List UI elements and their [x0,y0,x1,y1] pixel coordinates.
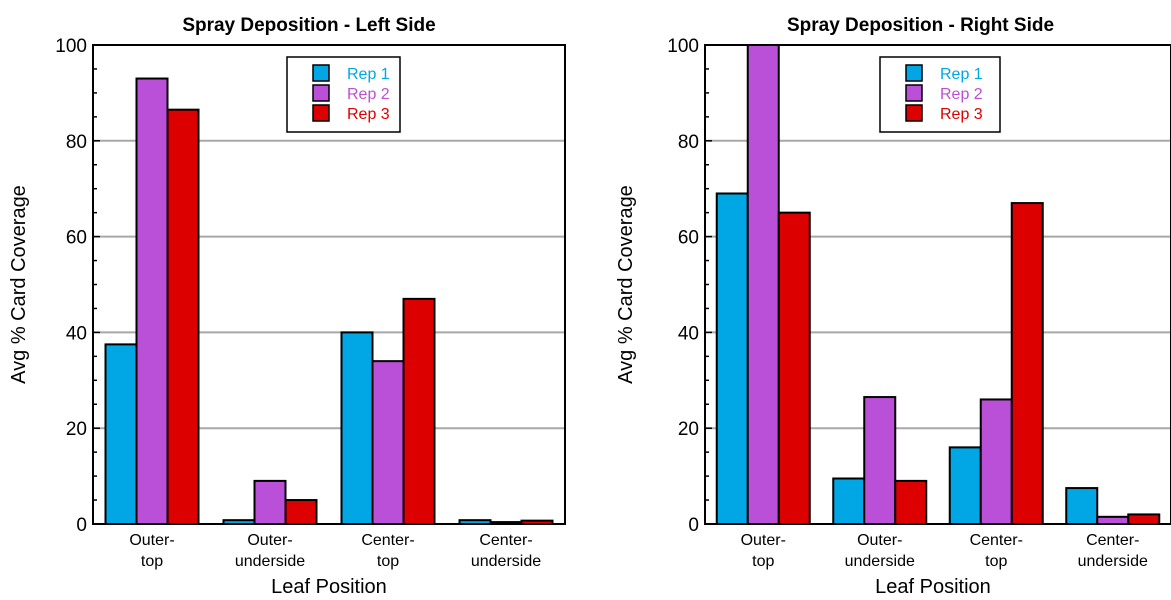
right-y-tick-label: 40 [678,323,699,344]
right-category-label: Outer- [741,532,786,549]
left-y-tick-label: 100 [55,36,87,57]
right-legend: Rep 1 Rep 2 Rep 3 [879,56,1001,133]
right-y-tick-label: 20 [678,419,699,440]
chart-right: Spray Deposition - Right Side 0 20 40 60 80 10… [615,15,1171,598]
right-bar [1127,513,1161,525]
right-legend-box [879,56,1001,133]
left-category-label: underside [235,553,305,570]
right-category-label: Outer- [857,532,902,549]
right-bar [1096,515,1130,526]
left-bar [253,479,287,526]
left-x-axis: Outer-top Outer-underside Center-top Center… [129,532,541,570]
left-bars [104,77,554,526]
left-y-tick-label: 80 [66,132,87,153]
left-y-tick-label: 60 [66,228,87,249]
left-bar [340,331,374,525]
left-category-label: underside [471,553,541,570]
left-legend-swatch [312,84,330,102]
right-category-label: underside [845,553,915,570]
right-legend-label: Rep 1 [940,66,983,83]
right-y-tick-label: 100 [667,36,699,57]
left-x-axis-label: Leaf Position [271,576,387,598]
left-bar [402,297,436,525]
right-category-label: top [752,553,774,570]
right-chart-title: Spray Deposition - Right Side [787,15,1054,36]
right-y-axis: 0 20 40 60 80 100 [667,36,712,536]
left-category-label: Outer- [129,532,174,549]
left-y-tick-label: 0 [76,515,87,536]
left-category-label: top [377,553,399,570]
right-legend-label: Rep 2 [940,86,983,103]
left-legend: Rep 1 Rep 2 Rep 3 [286,56,401,133]
right-bar [746,44,780,525]
right-y-axis-label: Avg % Card Coverage [615,185,637,384]
right-bar [715,192,749,526]
right-category-label: Center- [1086,532,1139,549]
right-x-axis-label: Leaf Position [875,576,991,598]
left-legend-label: Rep 3 [347,106,390,123]
right-bar [979,398,1013,525]
left-bar [166,108,200,525]
left-legend-label: Rep 1 [347,66,390,83]
left-bar [284,499,318,525]
right-legend-swatch [905,64,923,82]
right-legend-label: Rep 3 [940,106,983,123]
left-category-label: top [141,553,163,570]
right-x-axis: Outer-top Outer-underside Center-top Center… [741,532,1148,570]
right-bar [1065,487,1099,526]
left-chart-title: Spray Deposition - Left Side [182,15,435,36]
right-y-tick-label: 0 [688,515,699,536]
right-legend-swatch [905,104,923,122]
left-category-label: Center- [361,532,414,549]
left-bar [135,77,169,525]
right-bar [948,446,982,525]
left-legend-swatch [312,64,330,82]
right-y-tick-label: 80 [678,132,699,153]
right-category-label: Center- [970,532,1023,549]
left-legend-box [286,56,401,133]
left-category-label: Outer- [247,532,292,549]
right-category-label: underside [1078,553,1148,570]
left-y-tick-label: 40 [66,323,87,344]
right-category-label: top [985,553,1007,570]
right-y-tick-label: 60 [678,228,699,249]
left-bar [104,343,138,525]
left-legend-swatch [312,104,330,122]
left-category-label: Center- [479,532,532,549]
left-y-tick-label: 20 [66,419,87,440]
right-bar [894,479,928,526]
left-legend-label: Rep 2 [347,86,390,103]
left-y-axis: 0 20 40 60 80 100 [55,36,100,536]
left-y-axis-label: Avg % Card Coverage [8,185,30,384]
right-bar [1010,202,1044,525]
right-bar [777,211,811,525]
chart-left: Spray Deposition - Left Side 0 20 40 60 80 100… [8,15,566,598]
right-legend-swatch [905,84,923,102]
right-bar [863,396,897,525]
right-bar [832,477,866,525]
left-bar [371,360,405,526]
